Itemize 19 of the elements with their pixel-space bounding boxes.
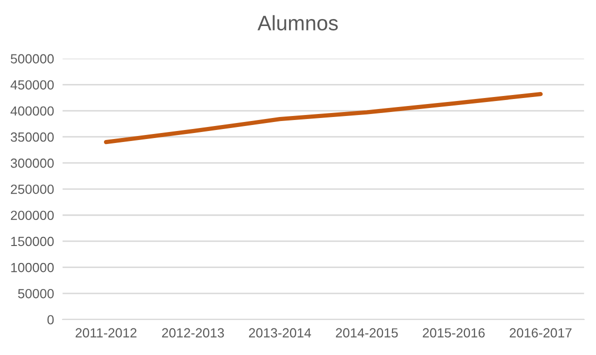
x-tick-label: 2016-2017 <box>510 328 572 338</box>
y-tick-label: 300000 <box>10 158 54 168</box>
x-tick-label: 2012-2013 <box>162 328 224 338</box>
y-tick-label: 150000 <box>11 236 54 246</box>
y-tick-label: 250000 <box>10 184 54 194</box>
y-tick-label: 450000 <box>10 80 54 90</box>
y-tick-label: 350000 <box>10 132 54 142</box>
x-tick-label: 2011-2012 <box>76 328 136 338</box>
x-tick-label: 2013-2014 <box>248 328 312 338</box>
line-series <box>104 92 543 144</box>
y-tick-label: 200000 <box>10 210 54 220</box>
x-tick-label: 2015-2016 <box>422 328 485 338</box>
y-tick-label: 50000 <box>18 288 54 298</box>
y-tick-label: 400000 <box>10 106 54 116</box>
y-tick-label: 0 <box>47 315 54 324</box>
y-tick-label: 500000 <box>10 54 54 64</box>
y-tick-label: 100000 <box>11 262 54 272</box>
chart-title: Alumnos <box>258 15 338 30</box>
x-tick-label: 2014-2015 <box>336 328 398 338</box>
